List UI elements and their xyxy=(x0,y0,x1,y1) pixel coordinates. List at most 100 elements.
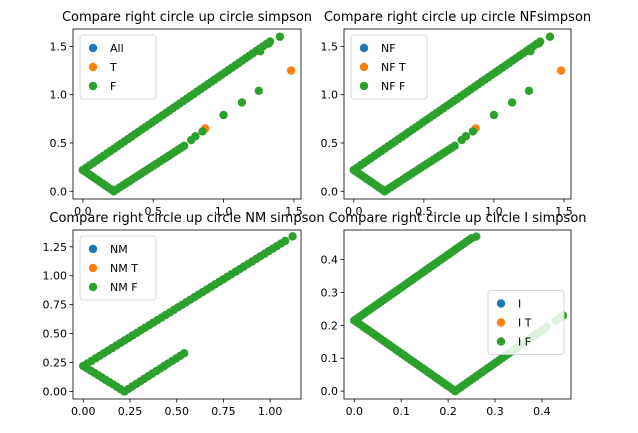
data-point xyxy=(461,132,471,141)
x-tick-label: 0.2 xyxy=(439,405,457,418)
x-tick-label: 0.0 xyxy=(345,205,363,218)
legend-label: NM T xyxy=(110,262,138,275)
legend-marker xyxy=(88,263,98,273)
data-point xyxy=(556,66,566,75)
x-tick-label: 0.5 xyxy=(415,205,433,218)
data-point xyxy=(507,98,517,107)
legend-label: T xyxy=(109,61,117,74)
legend-marker xyxy=(88,282,98,292)
y-tick-label: 1.25 xyxy=(43,241,68,254)
data-point xyxy=(280,236,290,246)
y-tick-label: 0.2 xyxy=(321,319,339,332)
data-point xyxy=(179,141,189,151)
subplot-2: Compare right circle up circle NFsimpson… xyxy=(321,10,592,218)
legend: NM NM T NM F xyxy=(79,235,157,301)
data-point xyxy=(198,127,207,136)
legend-label: NF xyxy=(381,42,396,55)
x-tick-label: 1.0 xyxy=(485,205,503,218)
data-point xyxy=(219,110,228,120)
legend-label: NF F xyxy=(381,80,405,93)
data-point xyxy=(191,132,200,141)
chart-title: Compare right circle up circle NFsimpson xyxy=(324,10,591,25)
data-point xyxy=(288,232,297,241)
data-point xyxy=(526,47,535,56)
y-tick-label: 0.0 xyxy=(50,185,68,198)
y-tick-label: 0.0 xyxy=(321,385,339,398)
x-tick-label: 0.0 xyxy=(346,405,364,418)
y-tick-label: 0.4 xyxy=(321,254,339,267)
data-point xyxy=(286,66,296,75)
legend: NF NF T NF F xyxy=(350,34,428,100)
series-nm-f xyxy=(79,232,297,396)
legend-label: NF T xyxy=(381,61,406,74)
subplot-4: Compare right circle up circle I simpson… xyxy=(321,211,587,418)
legend-label: I xyxy=(518,298,521,311)
y-tick-label: 0.5 xyxy=(50,137,68,150)
data-point xyxy=(524,86,534,96)
legend-box xyxy=(350,34,428,100)
legend-marker xyxy=(359,81,369,91)
subplot-1: Compare right circle up circle simpson 0.… xyxy=(50,10,313,218)
data-point xyxy=(468,127,478,136)
y-tick-label: 1.0 xyxy=(321,89,339,102)
data-point xyxy=(237,98,247,107)
x-tick-label: 1.5 xyxy=(555,205,573,218)
legend-box xyxy=(79,34,157,100)
axes-frame xyxy=(72,229,302,400)
x-tick-label: 0.0 xyxy=(74,205,92,218)
y-tick-label: 0.50 xyxy=(43,328,68,341)
data-point xyxy=(254,86,263,96)
data-point xyxy=(264,39,273,48)
axes-frame xyxy=(72,28,302,200)
legend-label: F xyxy=(110,80,116,93)
x-tick-label: 0.4 xyxy=(533,405,551,418)
y-tick-label: 1.5 xyxy=(321,40,339,53)
series-f xyxy=(78,32,285,196)
legend-box xyxy=(79,235,157,301)
legend-marker xyxy=(359,43,369,53)
x-tick-label: 0.75 xyxy=(211,405,236,418)
legend-box xyxy=(487,290,565,355)
legend-marker xyxy=(88,244,98,254)
legend: I I T I F xyxy=(487,290,565,355)
axes-frame xyxy=(343,28,572,200)
legend-marker xyxy=(88,62,98,72)
chart-title: Compare right circle up circle I simpson xyxy=(328,211,586,226)
y-tick-label: 1.00 xyxy=(43,270,68,283)
subplot-3: Compare right circle up circle NM simpso… xyxy=(43,211,325,418)
legend-marker xyxy=(359,62,369,72)
legend-label: I T xyxy=(518,317,532,330)
x-tick-label: 1.00 xyxy=(258,405,283,418)
data-point xyxy=(545,32,555,41)
y-tick-label: 1.5 xyxy=(50,40,68,53)
y-tick-label: 0.0 xyxy=(321,185,339,198)
y-tick-label: 0.1 xyxy=(321,352,339,365)
y-tick-label: 0.3 xyxy=(321,286,339,299)
x-tick-label: 1.0 xyxy=(215,205,233,218)
y-tick-label: 0.00 xyxy=(43,385,68,398)
data-point xyxy=(275,32,285,41)
y-tick-label: 1.0 xyxy=(50,89,68,102)
chart-title: Compare right circle up circle simpson xyxy=(62,10,312,25)
legend: All TF xyxy=(79,34,157,100)
x-tick-label: 0.00 xyxy=(71,405,96,418)
axes-frame xyxy=(343,229,572,400)
series-nf-f xyxy=(349,32,555,196)
data-point xyxy=(255,47,265,56)
legend-marker xyxy=(496,299,506,308)
x-tick-label: 1.5 xyxy=(285,205,303,218)
chart-title: Compare right circle up circle NM simpso… xyxy=(49,211,324,226)
data-point xyxy=(489,110,499,120)
legend-label: I F xyxy=(518,336,531,349)
data-point xyxy=(450,141,459,151)
data-point xyxy=(534,39,543,48)
legend-label: NM F xyxy=(110,281,138,294)
legend-marker xyxy=(88,81,98,91)
x-tick-label: 0.1 xyxy=(392,405,410,418)
legend-marker xyxy=(496,337,506,346)
legend-label: All xyxy=(110,42,124,55)
legend-label: NM xyxy=(110,243,128,256)
x-tick-label: 0.3 xyxy=(486,405,504,418)
y-tick-label: 0.75 xyxy=(43,299,68,312)
